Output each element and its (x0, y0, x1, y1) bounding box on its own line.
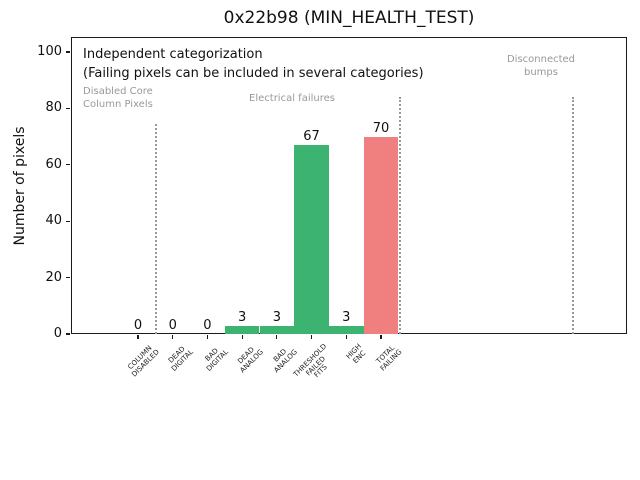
y-axis-label: Number of pixels (12, 126, 28, 246)
x-tick-label-2: BAD DIGITAL (200, 343, 230, 373)
section-label-disconnected-bumps: Disconnected bumps (481, 54, 601, 79)
bar-6 (328, 325, 364, 334)
x-tick-mark (310, 335, 313, 339)
x-tick-label-0: COLUMN DISABLED (125, 343, 161, 379)
x-tick-label-3: DEAD ANALOG (233, 343, 264, 374)
x-tick-mark (276, 335, 278, 339)
annotation-failing-note: (Failing pixels can be included in sever… (83, 66, 424, 81)
section-label-disabled-core-line1: Disabled Core (83, 86, 153, 97)
y-tick-mark (66, 277, 70, 279)
y-tick-mark (66, 164, 70, 166)
y-tick-mark (66, 220, 70, 222)
bar-4 (259, 325, 295, 334)
x-tick-mark (206, 335, 208, 339)
x-tick-mark (345, 335, 347, 339)
x-tick-mark (241, 335, 243, 339)
y-tick-mark (66, 51, 70, 53)
y-tick-label: 40 (45, 213, 62, 229)
y-tick-label: 60 (45, 156, 62, 172)
x-tick-label-7: TOTAL FAILING (374, 343, 404, 373)
x-tick-label-1: DEAD DIGITAL (165, 343, 195, 373)
section-divider-2 (399, 97, 401, 334)
x-tick-mark (380, 335, 382, 339)
section-label-disabled-core-line2: Column Pixels (83, 98, 153, 110)
y-tick-label: 100 (37, 44, 62, 59)
y-tick-label: 80 (45, 100, 62, 116)
bar-value-label-4: 3 (272, 309, 281, 325)
x-tick-label-6: HIGH ENC (345, 342, 369, 366)
section-label-disconnected-line2: bumps (524, 66, 558, 78)
chart-title: 0x22b98 (MIN_HEALTH_TEST) (223, 8, 475, 28)
bar-value-label-6: 3 (342, 309, 351, 325)
section-label-disabled-core: Disabled Core Column Pixels (83, 86, 153, 111)
bar-value-label-1: 0 (168, 318, 177, 333)
plot-area (71, 37, 627, 334)
bar-5 (294, 145, 329, 334)
y-tick-label: 20 (45, 269, 62, 285)
x-tick-mark (172, 335, 174, 339)
section-divider-1 (155, 124, 157, 334)
section-label-electrical: Electrical failures (249, 93, 335, 104)
section-label-disconnected-line1: Disconnected (506, 54, 576, 65)
annotation-independent: Independent categorization (83, 47, 263, 62)
bar-3 (224, 325, 260, 334)
x-tick-label-5: THRESHOLD FAILED FITS (292, 342, 340, 390)
x-tick-mark (137, 335, 139, 339)
bar-7 (363, 136, 399, 334)
bar-value-label-2: 0 (203, 318, 212, 333)
section-divider-3 (572, 97, 574, 334)
bar-value-label-7: 70 (372, 120, 390, 136)
y-tick-label: 0 (53, 326, 62, 341)
y-tick-mark (66, 333, 70, 335)
bar-value-label-3: 3 (238, 309, 247, 325)
bar-value-label-0: 0 (133, 318, 143, 333)
y-tick-mark (66, 107, 70, 109)
bar-value-label-5: 67 (303, 129, 320, 145)
